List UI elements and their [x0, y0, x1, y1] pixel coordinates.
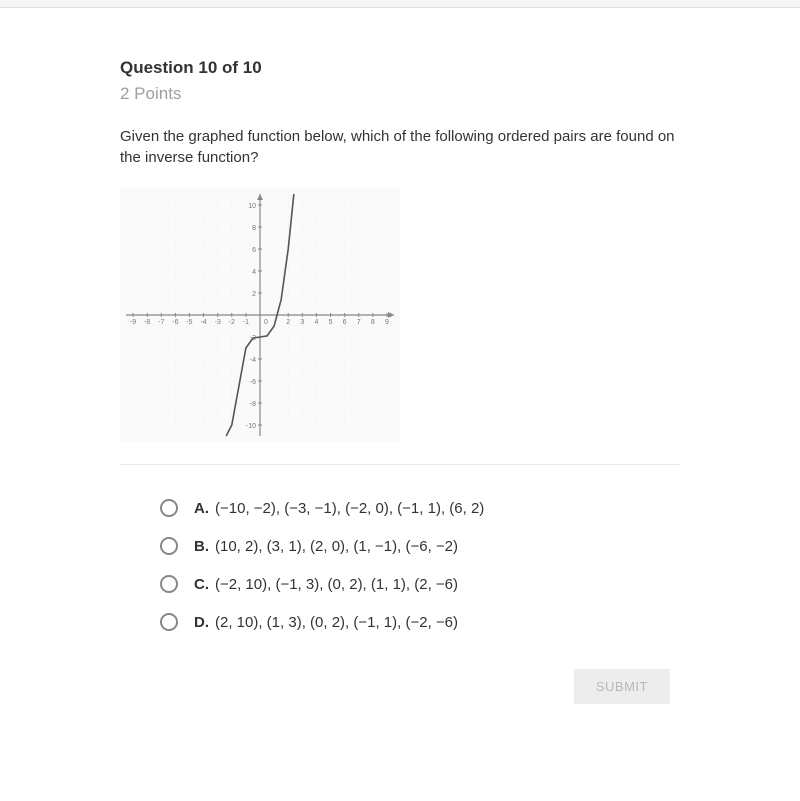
choice-text: (2, 10), (1, 3), (0, 2), (−1, 1), (−2, −…: [215, 614, 458, 631]
function-graph: -9-8-7-6-5-4-3-2-1023456789-10-8-6-4-224…: [120, 188, 400, 442]
choice-row[interactable]: A. (−10, −2), (−3, −1), (−2, 0), (−1, 1),…: [120, 489, 680, 527]
svg-text:4: 4: [314, 319, 318, 326]
svg-text:3: 3: [300, 319, 304, 326]
svg-text:-2: -2: [229, 319, 235, 326]
svg-text:4: 4: [252, 269, 256, 276]
svg-text:6: 6: [343, 319, 347, 326]
top-bar: [0, 0, 800, 8]
svg-text:-8: -8: [250, 401, 256, 408]
svg-text:9: 9: [385, 319, 389, 326]
svg-text:2: 2: [286, 319, 290, 326]
choice-text: (10, 2), (3, 1), (2, 0), (1, −1), (−6, −…: [215, 538, 458, 555]
svg-text:-8: -8: [144, 319, 150, 326]
svg-text:2: 2: [252, 291, 256, 298]
choice-text: (−10, −2), (−3, −1), (−2, 0), (−1, 1), (…: [215, 500, 484, 517]
question-number: Question 10 of 10: [120, 58, 680, 78]
svg-text:8: 8: [252, 225, 256, 232]
radio-button[interactable]: [160, 499, 178, 517]
svg-text:10: 10: [248, 203, 256, 210]
radio-button[interactable]: [160, 613, 178, 631]
svg-text:-5: -5: [186, 319, 192, 326]
choice-letter: D.: [194, 614, 209, 631]
svg-text:-1: -1: [243, 319, 249, 326]
svg-text:-4: -4: [200, 319, 206, 326]
points-label: 2 Points: [120, 84, 680, 104]
svg-text:8: 8: [371, 319, 375, 326]
svg-text:0: 0: [264, 319, 268, 326]
svg-text:-10: -10: [246, 423, 256, 430]
svg-text:-7: -7: [158, 319, 164, 326]
radio-button[interactable]: [160, 537, 178, 555]
svg-text:7: 7: [357, 319, 361, 326]
question-prompt: Given the graphed function below, which …: [120, 126, 680, 168]
choice-row[interactable]: D. (2, 10), (1, 3), (0, 2), (−1, 1), (−2,…: [120, 603, 680, 641]
choice-letter: C.: [194, 576, 209, 593]
choice-text: (−2, 10), (−1, 3), (0, 2), (1, 1), (2, −…: [215, 576, 458, 593]
svg-text:6: 6: [252, 247, 256, 254]
question-content: Question 10 of 10 2 Points Given the gra…: [0, 8, 800, 724]
svg-text:-6: -6: [250, 379, 256, 386]
svg-text:-3: -3: [215, 319, 221, 326]
choices-list: A. (−10, −2), (−3, −1), (−2, 0), (−1, 1),…: [120, 489, 680, 641]
svg-text:-4: -4: [250, 357, 256, 364]
choice-letter: B.: [194, 538, 209, 555]
choice-letter: A.: [194, 500, 209, 517]
radio-button[interactable]: [160, 575, 178, 593]
submit-button[interactable]: SUBMIT: [574, 669, 670, 704]
choice-row[interactable]: B. (10, 2), (3, 1), (2, 0), (1, −1), (−6,…: [120, 527, 680, 565]
svg-text:-6: -6: [172, 319, 178, 326]
svg-text:5: 5: [329, 319, 333, 326]
divider: [120, 464, 680, 465]
svg-text:-9: -9: [130, 319, 136, 326]
choice-row[interactable]: C. (−2, 10), (−1, 3), (0, 2), (1, 1), (2,…: [120, 565, 680, 603]
